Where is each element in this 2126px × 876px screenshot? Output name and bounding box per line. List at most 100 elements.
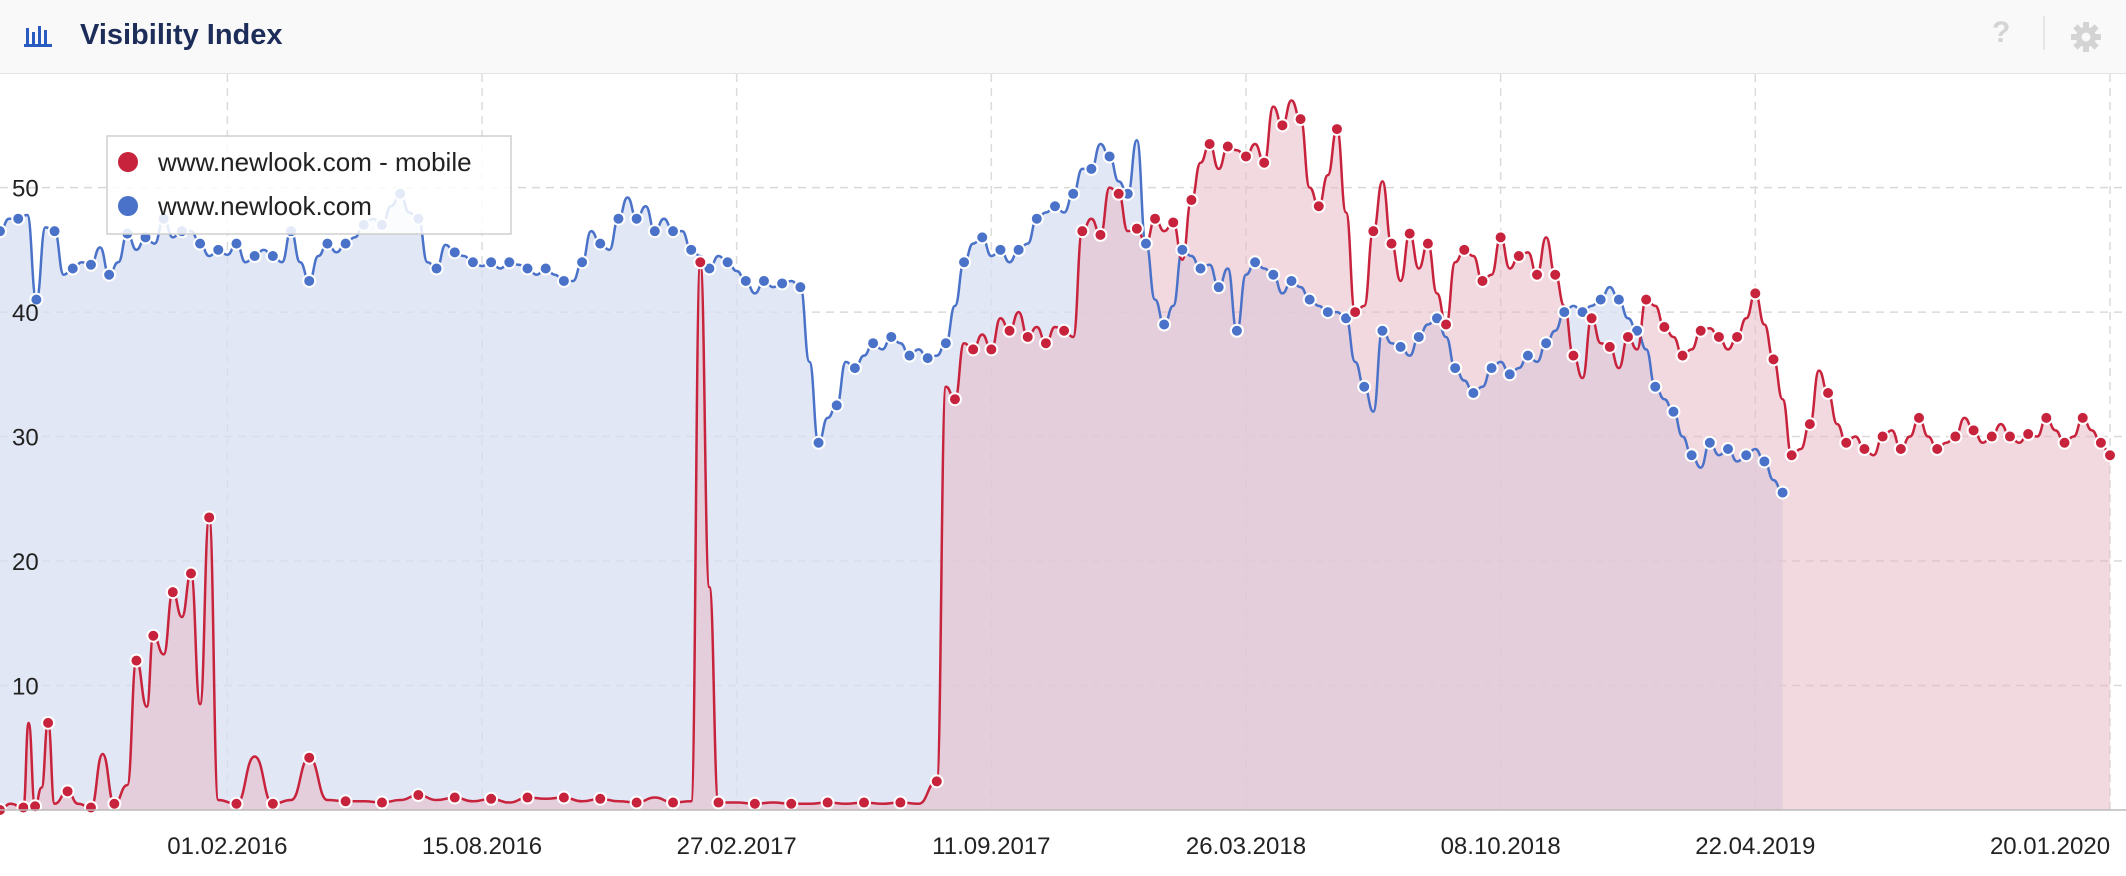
desktop-data-point[interactable] [975,230,990,245]
mobile-data-point[interactable] [265,796,280,811]
gear-icon[interactable] [2071,22,2101,52]
mobile-data-point[interactable] [1639,292,1654,307]
mobile-data-point[interactable] [1420,236,1435,251]
mobile-data-point[interactable] [1948,429,1963,444]
desktop-data-point[interactable] [756,273,771,288]
mobile-data-point[interactable] [1348,305,1363,320]
desktop-data-point[interactable] [1011,242,1026,257]
desktop-data-point[interactable] [447,245,462,260]
mobile-data-point[interactable] [1511,249,1526,264]
mobile-data-point[interactable] [484,791,499,806]
mobile-data-point[interactable] [520,790,535,805]
mobile-data-point[interactable] [2103,448,2117,463]
mobile-data-point[interactable] [1038,336,1053,351]
mobile-data-point[interactable] [1766,352,1781,367]
desktop-data-point[interactable] [1375,323,1390,338]
desktop-data-point[interactable] [47,224,62,239]
mobile-data-point[interactable] [1166,215,1181,230]
mobile-data-point[interactable] [1293,112,1308,127]
mobile-data-point[interactable] [1620,329,1635,344]
mobile-data-point[interactable] [374,795,389,810]
desktop-data-point[interactable] [465,255,480,270]
mobile-data-point[interactable] [41,715,56,730]
mobile-data-point[interactable] [1566,348,1581,363]
desktop-data-point[interactable] [647,224,662,239]
desktop-data-point[interactable] [1266,267,1281,282]
mobile-data-point[interactable] [820,795,835,810]
mobile-data-point[interactable] [1802,417,1817,432]
desktop-data-point[interactable] [320,236,335,251]
mobile-data-point[interactable] [947,392,962,407]
mobile-data-point[interactable] [893,795,908,810]
mobile-data-point[interactable] [1548,267,1563,282]
mobile-data-point[interactable] [1730,329,1745,344]
desktop-data-point[interactable] [575,255,590,270]
desktop-data-point[interactable] [1193,261,1208,276]
mobile-data-point[interactable] [966,342,981,357]
desktop-data-point[interactable] [1520,348,1535,363]
mobile-data-point[interactable] [1238,149,1253,164]
desktop-data-point[interactable] [83,257,98,272]
desktop-data-point[interactable] [0,224,7,239]
mobile-data-point[interactable] [984,342,999,357]
mobile-data-point[interactable] [1220,139,1235,154]
desktop-data-point[interactable] [738,273,753,288]
desktop-data-point[interactable] [193,236,208,251]
desktop-data-point[interactable] [1411,329,1426,344]
mobile-data-point[interactable] [711,795,726,810]
desktop-data-point[interactable] [1666,404,1681,419]
mobile-data-point[interactable] [929,774,944,789]
mobile-data-point[interactable] [593,791,608,806]
desktop-data-point[interactable] [1248,255,1263,270]
desktop-data-point[interactable] [429,261,444,276]
desktop-data-point[interactable] [302,273,317,288]
desktop-data-point[interactable] [65,261,80,276]
desktop-data-point[interactable] [611,211,626,226]
desktop-data-point[interactable] [1048,199,1062,214]
mobile-data-point[interactable] [747,796,762,811]
desktop-data-point[interactable] [338,236,353,251]
desktop-data-point[interactable] [502,255,517,270]
desktop-data-point[interactable] [1557,305,1572,320]
mobile-data-point[interactable] [2039,410,2054,425]
desktop-data-point[interactable] [1702,435,1717,450]
mobile-data-point[interactable] [146,628,161,643]
desktop-data-point[interactable] [938,336,953,351]
desktop-data-point[interactable] [1484,361,1499,376]
mobile-data-point[interactable] [1857,442,1872,456]
mobile-data-point[interactable] [629,795,644,810]
mobile-data-point[interactable] [1602,339,1617,354]
mobile-data-point[interactable] [1093,227,1108,242]
mobile-data-point[interactable] [1821,385,1836,400]
mobile-data-point[interactable] [1148,211,1163,226]
mobile-data-point[interactable] [1493,230,1508,245]
desktop-data-point[interactable] [556,273,571,288]
mobile-data-point[interactable] [183,566,198,581]
desktop-data-point[interactable] [666,224,681,239]
desktop-data-point[interactable] [1757,454,1772,469]
mobile-data-point[interactable] [1711,329,1726,344]
mobile-data-point[interactable] [1311,199,1326,214]
mobile-data-point[interactable] [1002,323,1017,338]
desktop-data-point[interactable] [920,351,935,366]
desktop-data-point[interactable] [1302,292,1317,307]
desktop-data-point[interactable] [593,236,608,251]
mobile-data-point[interactable] [1184,193,1199,208]
mobile-data-point[interactable] [1075,224,1090,239]
mobile-data-point[interactable] [2093,435,2108,450]
mobile-data-point[interactable] [1693,323,1708,338]
mobile-data-point[interactable] [1129,221,1144,236]
desktop-data-point[interactable] [775,276,790,291]
desktop-data-point[interactable] [1084,161,1099,176]
desktop-data-point[interactable] [1648,379,1663,394]
mobile-data-point[interactable] [1839,435,1854,450]
desktop-data-point[interactable] [811,435,826,450]
desktop-data-point[interactable] [993,242,1008,257]
mobile-data-point[interactable] [693,255,708,270]
mobile-data-point[interactable] [1875,429,1890,444]
mobile-data-point[interactable] [1384,236,1399,251]
mobile-data-point[interactable] [1584,311,1599,326]
mobile-data-point[interactable] [2002,429,2017,444]
mobile-data-point[interactable] [1930,442,1945,456]
desktop-data-point[interactable] [1539,336,1554,351]
